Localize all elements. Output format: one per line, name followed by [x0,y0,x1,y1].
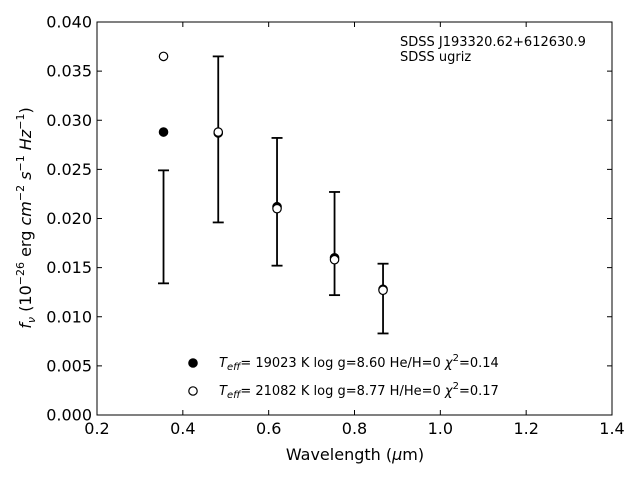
y-label-f: f [16,321,35,329]
legend-entry-1-chi: χ [444,356,454,371]
y-label-mid: erg [16,226,35,262]
model-point-open [213,127,224,137]
y-label-nu: ν [25,317,38,323]
y-tick-label: 0.035 [46,62,92,81]
legend-marker-filled [188,358,198,368]
data-points [158,51,388,296]
y-tick-label: 0.030 [46,111,92,130]
ticks: 0.2 0.4 0.6 0.8 1.0 1.2 1.4 0.000 0.005 0.010 0.01… [46,13,625,439]
y-tick-label: 0.015 [46,258,92,277]
legend-entry-1: Teff= 19023 K log g=8.60 He/H=0 χ2=0.14 [219,353,499,373]
y-label-exp3: −1 [14,155,27,171]
y-label-exp1: −26 [14,262,27,285]
x-tick-label: 0.4 [170,419,195,438]
legend-entry-1-sup: 2 [453,353,459,364]
legend-entry-2-sub: eff [227,390,242,401]
legend-entry-2: Teff= 21082 K log g=8.77 H/He=0 χ2=0.17 [219,381,499,401]
y-axis-label: fν (10−26 erg cm−2 s−1 Hz−1) [14,107,38,328]
y-label-pre: (10 [16,285,35,317]
legend-entry-2-sup: 2 [453,381,459,392]
error-bars [158,55,389,335]
y-label-exp4: −1 [14,114,27,130]
y-tick-label: 0.020 [46,209,92,228]
model-point-open [158,51,169,62]
x-tick-label: 0.2 [84,419,109,438]
x-tick-label: 1.2 [513,419,538,438]
x-axis-label-unit: m) [402,445,424,464]
legend-entry-2-chi: χ [444,384,454,399]
model-point-filled [158,127,169,137]
legend-entry-2-t: T [219,384,228,399]
y-label-s: s [16,172,35,185]
legend-marker-open [188,386,198,396]
legend-entry-1-sub: eff [227,362,242,373]
x-tick-label: 1.4 [599,419,624,438]
y-tick-label: 0.010 [46,307,92,326]
x-tick-label: 1.0 [428,419,453,438]
y-tick-label: 0.025 [46,160,92,179]
y-label-close: ) [16,107,35,113]
legend: Teff= 19023 K log g=8.60 He/H=0 χ2=0.14 … [188,353,499,401]
y-label-exp2: −2 [14,185,27,201]
x-tick-label: 0.6 [256,419,281,438]
annotation-line-1: SDSS J193320.62+612630.9 [400,35,586,50]
y-tick-label: 0.000 [46,406,92,425]
model-point-open [329,254,340,265]
legend-entry-1-rest2: =0.14 [459,356,499,371]
y-tick-label: 0.005 [46,356,92,375]
annotation-line-2: SDSS ugriz [400,50,471,65]
y-tick-label: 0.040 [46,13,92,32]
legend-entry-1-t: T [219,356,228,371]
legend-entry-2-rest2: =0.17 [459,384,499,399]
y-label-hz: Hz [16,129,35,155]
x-axis-label-mu: μ [391,445,402,464]
y-label-cm: cm [16,201,35,225]
x-tick-label: 0.8 [342,419,367,438]
legend-entry-1-rest1: = 19023 K log g=8.60 He/H=0 [240,356,445,371]
legend-entry-2-rest1: = 21082 K log g=8.77 H/He=0 [240,384,445,399]
x-axis-label: Wavelength (μm) [286,445,424,464]
model-point-open [272,203,282,214]
model-point-open [378,285,388,296]
x-axis-label-main: Wavelength ( [286,445,392,464]
